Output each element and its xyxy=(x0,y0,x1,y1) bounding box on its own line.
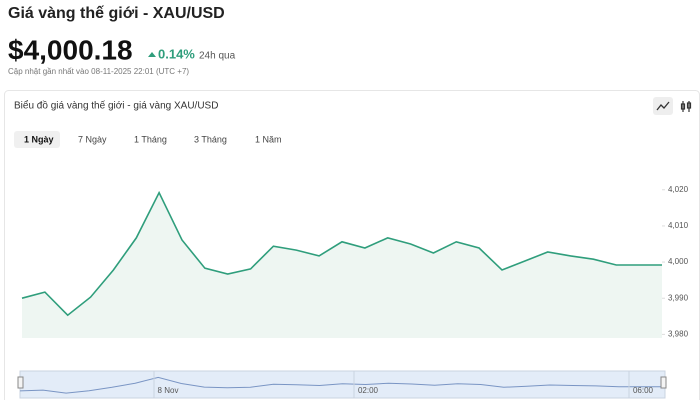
navigator-label: 8 Nov xyxy=(158,386,179,395)
change-period: 24h qua xyxy=(199,51,236,62)
chart-title: Biểu đồ giá vàng thế giới - giá vàng XAU… xyxy=(14,100,218,112)
chart-type-line[interactable] xyxy=(653,97,673,115)
y-tick-label: 4,010 xyxy=(668,221,689,230)
y-tick-label: 4,000 xyxy=(668,257,689,266)
navigator-handle-right[interactable] xyxy=(660,376,667,389)
tab[interactable]: 1 Ngày xyxy=(24,134,54,144)
updated-time: Cập nhật gần nhất vào 08-11-2025 22:01 (… xyxy=(8,67,189,76)
tab[interactable]: 3 Tháng xyxy=(194,134,227,144)
y-tick-label: 3,980 xyxy=(668,329,689,338)
area xyxy=(22,192,662,338)
navigator-label: 06:00 xyxy=(633,386,654,395)
chart-type-candle[interactable] xyxy=(680,101,692,112)
navigator-handle-left[interactable] xyxy=(17,376,24,389)
navigator[interactable] xyxy=(19,370,666,399)
price-change: 0.14% xyxy=(158,46,195,61)
tab-active-bg xyxy=(14,131,60,148)
price: $4,000.18 xyxy=(8,34,133,65)
tab[interactable]: 1 Năm xyxy=(255,134,282,144)
y-tick-label: 3,990 xyxy=(668,293,689,302)
tab[interactable]: 1 Tháng xyxy=(134,134,167,144)
price-line xyxy=(21,190,662,317)
page-title: Giá vàng thế giới - XAU/USD xyxy=(8,5,225,22)
y-tick-label: 4,020 xyxy=(668,185,689,194)
tab[interactable]: 7 Ngày xyxy=(78,134,107,144)
up-arrow xyxy=(148,52,156,57)
navigator-label: 02:00 xyxy=(358,386,379,395)
navigator-line xyxy=(19,376,665,394)
